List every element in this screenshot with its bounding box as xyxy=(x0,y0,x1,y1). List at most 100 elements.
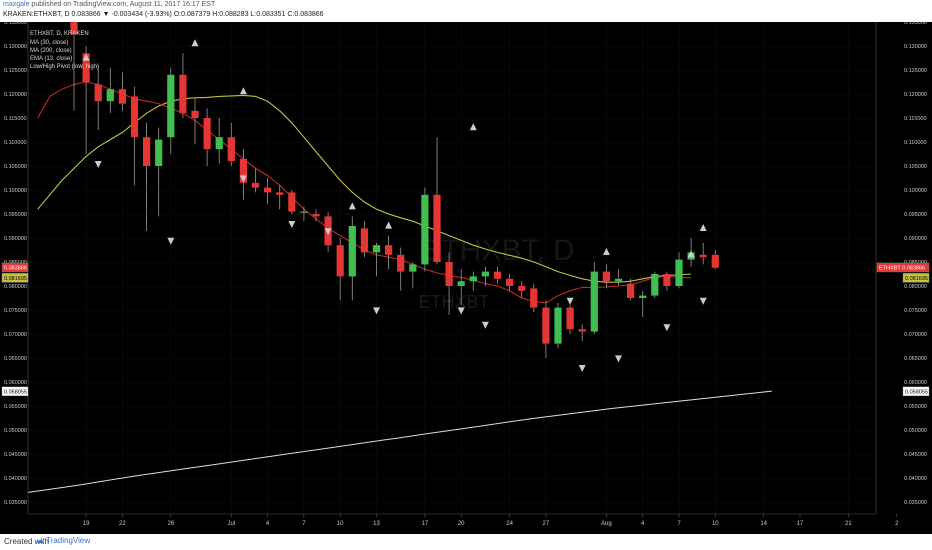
candle-body xyxy=(203,118,211,150)
candle xyxy=(699,242,707,265)
candle-body xyxy=(264,187,272,193)
candle xyxy=(179,53,187,118)
y-tick-label-right: 0.120000 xyxy=(904,92,927,98)
ema-badge-right-text: 0.081695 xyxy=(905,276,928,282)
candle-body xyxy=(360,228,368,253)
ma200-badge-left-text: 0.058055 xyxy=(4,389,27,395)
candle-body xyxy=(445,262,453,286)
x-tick-label: 24 xyxy=(506,521,513,527)
candle-body xyxy=(397,254,405,272)
y-tick-label-right: 0.065000 xyxy=(904,356,927,362)
candle-body xyxy=(385,245,393,255)
chart-footer: Created with ☁ TradingView xyxy=(0,534,932,550)
y-tick-label-right: 0.075000 xyxy=(904,308,927,314)
candle-body xyxy=(300,211,308,213)
y-tick-label-right: 0.045000 xyxy=(904,452,927,458)
pivot-low-marker xyxy=(324,228,332,236)
y-tick-label-right: 0.035000 xyxy=(904,500,927,506)
candle xyxy=(288,190,296,214)
candle xyxy=(118,72,126,111)
candle xyxy=(469,271,477,291)
legend-ma30[interactable]: MA (30, close) xyxy=(30,40,68,46)
y-tick-label-right: 0.105000 xyxy=(904,164,927,170)
x-tick-label: 22 xyxy=(119,521,126,527)
x-tick-label: 4 xyxy=(641,521,645,527)
pivot-low-marker xyxy=(481,321,489,329)
y-tick-label-right: 0.115000 xyxy=(904,116,927,122)
candle xyxy=(385,235,393,270)
x-tick-label: Jul xyxy=(227,521,235,527)
candle xyxy=(639,290,647,318)
pivot-high-marker xyxy=(191,39,199,47)
candle-body xyxy=(530,288,538,308)
candle-body xyxy=(70,22,78,35)
candle xyxy=(336,238,344,301)
x-axis[interactable]: 19 22 26 Jul 4 7 10 13 17 20 24 27 Aug 4 7 10 14 17 21 2 xyxy=(28,513,899,527)
x-tick-label: 21 xyxy=(845,521,852,527)
ma200-badge-right: 0.058055 xyxy=(902,386,930,397)
candle xyxy=(614,269,623,286)
pivot-high-marker xyxy=(239,87,247,95)
candle-body xyxy=(215,137,223,150)
candle xyxy=(215,118,223,164)
legend-ma200[interactable]: MA (200, close) xyxy=(30,48,72,54)
y-tick-label-right: 0.110000 xyxy=(904,140,927,146)
author-link[interactable]: maxgale xyxy=(3,1,30,8)
candle-body xyxy=(348,226,356,277)
chart-header: maxgale published on TradingView.com, Au… xyxy=(0,0,932,22)
candle-body xyxy=(421,194,429,265)
candle xyxy=(651,271,659,298)
pivot-low-marker xyxy=(699,297,707,305)
y-tick-label-left: 0.080000 xyxy=(4,284,27,290)
candle-body xyxy=(130,96,139,138)
ma200-badge-right-box xyxy=(902,386,930,397)
candle-body xyxy=(227,137,235,162)
y-tick-label-left: 0.095000 xyxy=(4,212,27,218)
candle-body xyxy=(276,192,284,195)
tradingview-logo[interactable]: ☁ TradingView xyxy=(36,536,91,545)
candle-body xyxy=(336,245,344,277)
ema-badge-right: 0.081695 xyxy=(902,273,930,283)
legend-pivot[interactable]: Low/High Pivot (low, high) xyxy=(30,64,99,70)
y-tick-label-right: 0.080000 xyxy=(904,284,927,290)
pivot-low-marker xyxy=(94,161,102,168)
pivot-low-marker xyxy=(578,365,586,372)
x-tick-label: Aug xyxy=(601,521,612,527)
candle xyxy=(397,247,405,291)
x-tick-label: 7 xyxy=(302,521,306,527)
pivot-high-marker xyxy=(82,53,90,61)
pivot-high-marker xyxy=(699,224,707,231)
candle xyxy=(602,264,610,289)
x-tick-label: 10 xyxy=(712,521,719,527)
candle-body xyxy=(578,329,586,332)
candle-body xyxy=(143,137,151,166)
price-chart[interactable]: ETHXBT, D ETHXBT 0.135000 0.130000 0.12500… xyxy=(0,22,932,534)
y-tick-label-left: 0.120000 xyxy=(4,92,27,98)
candle-body xyxy=(167,74,175,138)
candle-body xyxy=(590,271,598,332)
candle xyxy=(251,168,260,193)
ema-badge-left: 0.081695 xyxy=(1,273,29,283)
y-tick-label-left: 0.050000 xyxy=(4,428,27,434)
candle-body xyxy=(457,281,465,286)
y-tick-label-right: 0.125000 xyxy=(904,68,927,74)
legend-ema13[interactable]: EMA (13, close) xyxy=(30,56,72,62)
y-tick-label-right: 0.130000 xyxy=(904,44,927,50)
y-tick-label-right: 0.100000 xyxy=(904,188,927,194)
ma200-polyline xyxy=(27,390,773,493)
candle-body xyxy=(614,278,623,282)
y-tick-label-left: 0.075000 xyxy=(4,308,27,314)
candle xyxy=(239,149,247,200)
pivot-low-marker xyxy=(457,307,465,315)
x-tick-label: 7 xyxy=(677,521,681,527)
publish-info: maxgale published on TradingView.com, Au… xyxy=(3,1,215,8)
candle-body xyxy=(409,264,417,272)
candle xyxy=(167,67,175,154)
y-tick-label-left: 0.130000 xyxy=(4,44,27,50)
candle xyxy=(300,206,308,222)
y-tick-label-right: 0.060000 xyxy=(904,380,927,386)
y-tick-label-left: 0.040000 xyxy=(4,476,27,482)
candle xyxy=(627,278,635,301)
y-tick-label-left: 0.110000 xyxy=(4,140,27,146)
y-tick-label-right: 0.070000 xyxy=(904,332,927,338)
